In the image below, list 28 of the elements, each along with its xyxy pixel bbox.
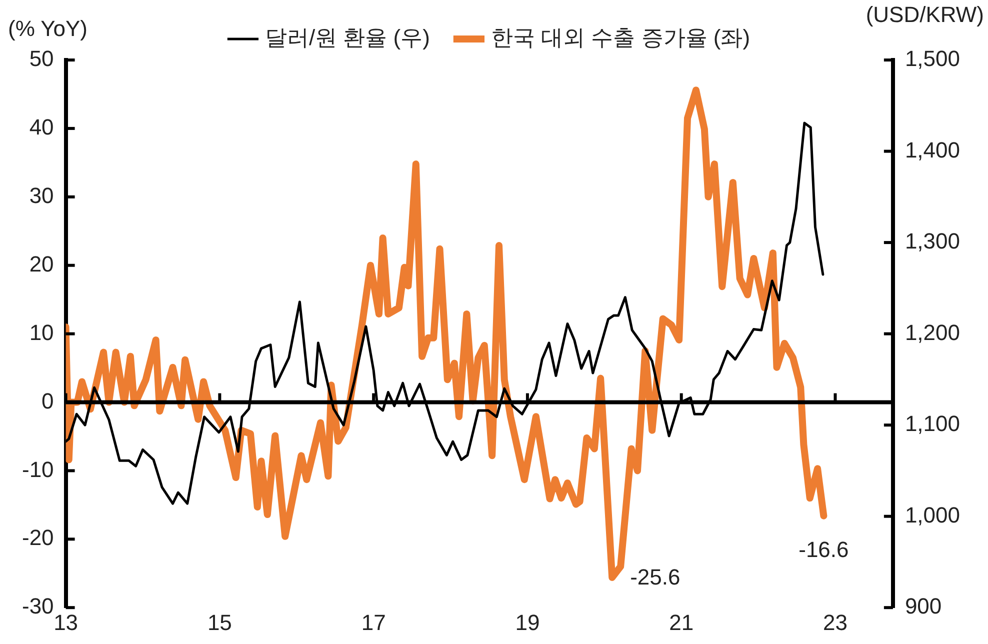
y2-tick-label: 1,300 bbox=[904, 228, 960, 254]
x-tick-label: 13 bbox=[54, 610, 78, 635]
y-tick-label: 40 bbox=[29, 114, 54, 140]
y-tick-label: 0 bbox=[42, 388, 54, 414]
y2-tick-label: 1,200 bbox=[904, 320, 960, 345]
y2-axis-title: (USD/KRW) bbox=[866, 2, 984, 27]
y-tick-label: -30 bbox=[22, 594, 54, 619]
y-tick-label: 50 bbox=[29, 46, 54, 72]
y-tick-label: -10 bbox=[22, 456, 54, 482]
y2-tick-label: 1,500 bbox=[904, 46, 960, 72]
y-tick-label: 30 bbox=[29, 182, 54, 208]
x-tick-label: 17 bbox=[361, 610, 386, 635]
y2-tick-label: 1,100 bbox=[904, 411, 960, 436]
y-tick-label: 20 bbox=[29, 251, 54, 276]
y-axis-title: (% YoY) bbox=[8, 16, 88, 41]
x-tick-label: 15 bbox=[207, 610, 232, 635]
y2-tick-label: 1,400 bbox=[904, 137, 960, 162]
y2-tick-label: 1,000 bbox=[904, 502, 960, 528]
y-tick-label: -20 bbox=[22, 525, 54, 550]
legend-label: 달러/원 환율 (우) bbox=[264, 25, 430, 50]
annotation: -25.6 bbox=[630, 564, 680, 590]
y2-tick-label: 900 bbox=[904, 594, 942, 619]
legend-label: 한국 대외 수출 증가율 (좌) bbox=[490, 25, 750, 50]
x-tick-label: 21 bbox=[669, 610, 694, 635]
y-tick-label: 10 bbox=[29, 320, 54, 345]
x-tick-label: 19 bbox=[515, 610, 540, 635]
annotation: -16.6 bbox=[798, 536, 849, 562]
x-tick-label: 23 bbox=[822, 610, 848, 635]
